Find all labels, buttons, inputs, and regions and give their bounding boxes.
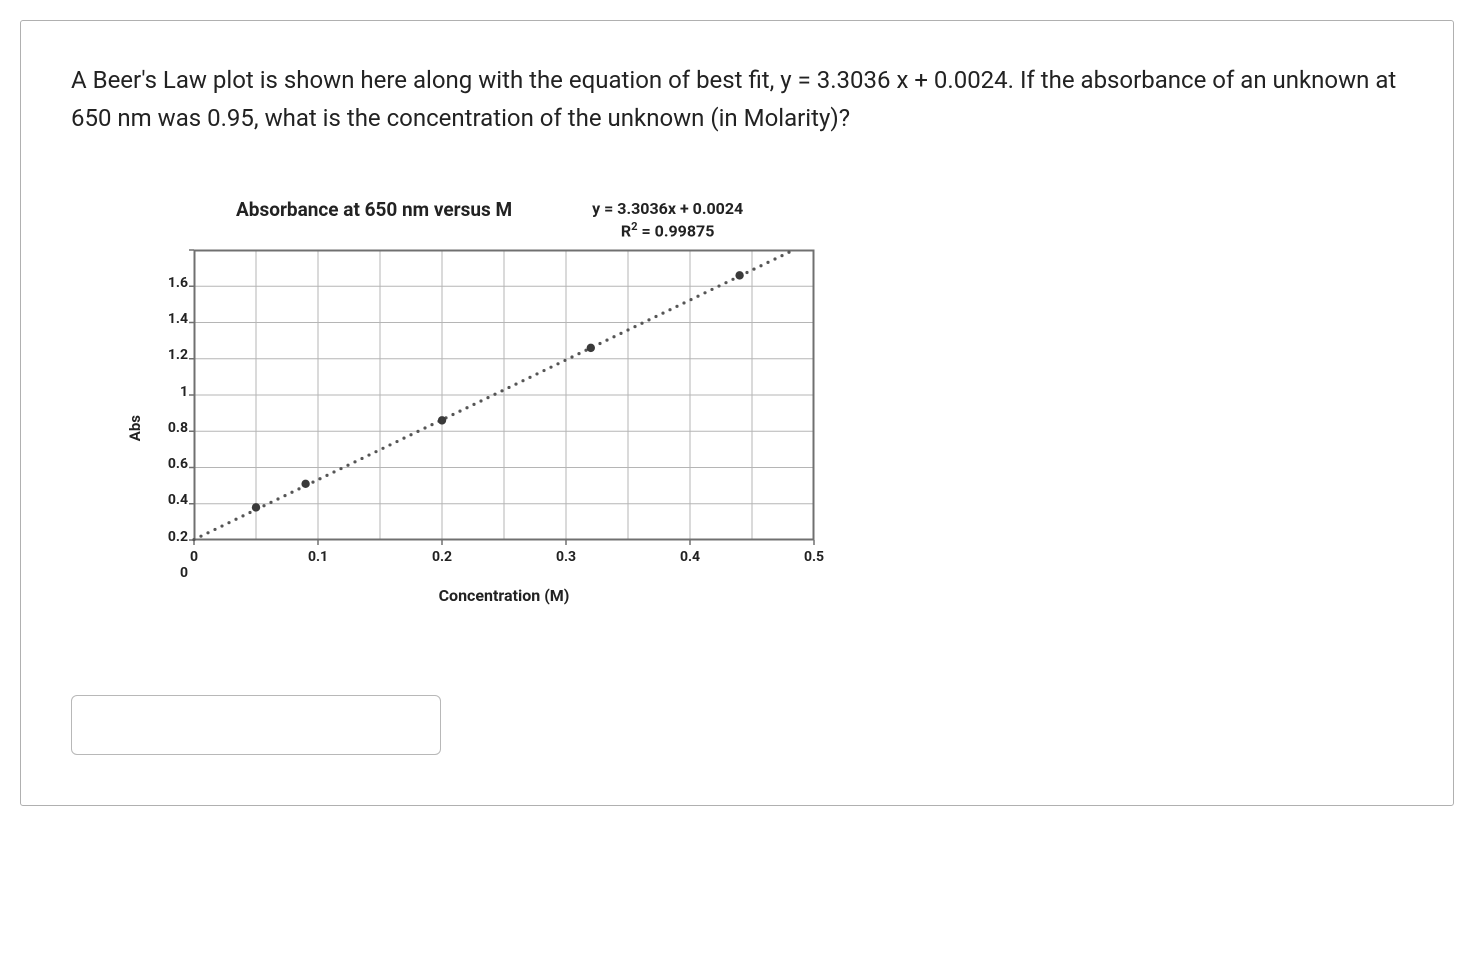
question-text: A Beer's Law plot is shown here along wi… [71,61,1403,138]
y-tick-labels: 00.20.40.60.811.21.41.6 [154,283,188,573]
x-tick-label: 0.3 [551,550,581,564]
y-tick-label: 1.6 [168,276,188,290]
equation-block: y = 3.3036x + 0.0024 R2 = 0.99875 [592,198,743,243]
y-tick-label: 0.2 [168,530,188,544]
chart-title: Absorbance at 650 nm versus M [236,198,512,221]
x-tick-label: 0.4 [675,550,705,564]
x-tick-label: 0.1 [303,550,333,564]
chart-container: Absorbance at 650 nm versus M y = 3.3036… [126,198,1403,606]
x-tick-label: 0.2 [427,550,457,564]
x-axis-label: Concentration (M) [194,586,814,605]
chart-header: Absorbance at 650 nm versus M y = 3.3036… [206,198,1403,243]
plot-row: Abs 0 0.2 0.4 0.6 0.8 1 1.2 1.4 1.6 0 0.1 0.2 0.3 0.… [126,250,1403,605]
y-tick-label: 1.2 [168,348,188,362]
y-tick-label: 0.4 [168,493,188,507]
y-tick-label: 1.4 [168,312,188,326]
y-tick-label: 0.8 [168,421,188,435]
y-tick-label: 0.6 [168,457,188,471]
x-tick-labels: 00.10.20.30.40.5 [194,550,814,568]
y-tick-label: 1 [180,385,188,399]
equation-line: y = 3.3036x + 0.0024 [592,198,743,220]
chart-svg [194,250,814,540]
x-tick-label: 0 [179,550,209,564]
r-squared-line: R2 = 0.99875 [592,219,743,242]
question-card: A Beer's Law plot is shown here along wi… [20,20,1454,806]
y-tick-label: 0 [180,566,188,580]
y-axis-label: Abs [126,415,144,441]
x-tick-label: 0.5 [799,550,829,564]
answer-input[interactable] [71,695,441,755]
plot-area: 00.10.20.30.40.5 Concentration (M) [194,250,814,605]
